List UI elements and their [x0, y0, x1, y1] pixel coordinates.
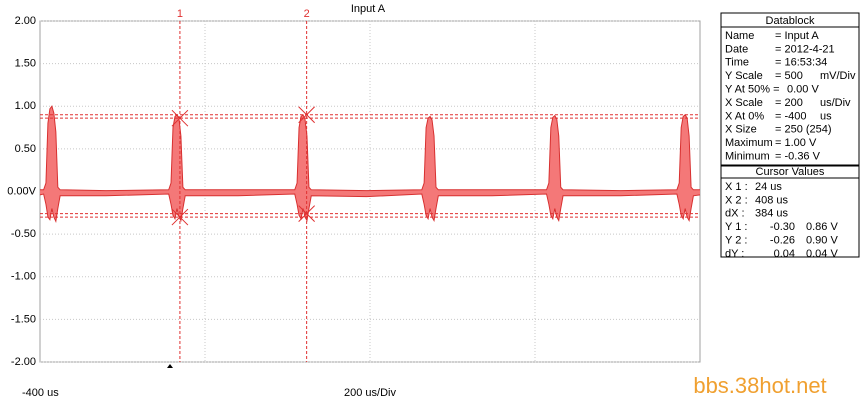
panel-title: Cursor Values [756, 166, 825, 178]
panel-key: Minimum [725, 151, 770, 163]
panel-value: = 200 [775, 97, 803, 109]
panel-value: = 2012-4-21 [775, 43, 835, 55]
panel-value: = Input A [775, 30, 819, 42]
panel-value: 24 us [755, 181, 782, 193]
x-axis-label: 200 us/Div [344, 387, 396, 399]
panel-value: = -0.36 V [775, 151, 821, 163]
y-tick-label: 2.00 [15, 15, 36, 27]
panel-key: Y Scale [725, 70, 763, 82]
y-tick-label: 0.50 [15, 143, 36, 155]
panel-value: = 500 [775, 70, 803, 82]
datablock-box [720, 12, 860, 166]
panel-key: Maximum [725, 137, 773, 149]
cursor-cross [298, 205, 315, 223]
waveform-fill [40, 106, 700, 222]
panel-value: = 1.00 V [775, 137, 817, 149]
panel-value: 408 us [755, 194, 789, 206]
y-tick-label: 1.50 [15, 58, 36, 70]
panel-key: X 1 : [725, 181, 748, 193]
panel-value: -0.30 [770, 221, 795, 233]
cursor-box [720, 165, 860, 258]
panel-title: Datablock [766, 15, 815, 27]
y-tick-label: -0.50 [11, 228, 36, 240]
panel-value: 0.04 V [806, 248, 838, 260]
panel-key: dY : [725, 248, 744, 260]
chart-title: Input A [351, 3, 386, 15]
panel-value: 0.90 V [806, 235, 838, 247]
panel-key: Time [725, 57, 749, 69]
panel-unit: mV/Div [820, 70, 856, 82]
x-start-label: -400 us [22, 387, 59, 399]
cursor-marker [167, 364, 173, 368]
panel-key: Y 2 : [725, 235, 747, 247]
y-tick-label: 1.00 [15, 100, 36, 112]
panel-value: -0.26 [770, 235, 795, 247]
panel-value: 0.04 [774, 248, 795, 260]
waveform-line [40, 105, 700, 192]
cursor-cross [171, 208, 189, 226]
panel-value: = 16:53:34 [775, 57, 827, 69]
panel-key: Date [725, 43, 748, 55]
watermark: bbs.38hot.net [693, 373, 826, 398]
cursor-cross [298, 106, 315, 124]
panel-key: Name [725, 30, 754, 42]
panel-key: X At 0% [725, 110, 764, 122]
panel-key: dX : [725, 208, 745, 220]
y-tick-label: -1.00 [11, 271, 36, 283]
panel-key: X Scale [725, 97, 763, 109]
y-tick-label: -2.00 [11, 356, 36, 368]
panel-value: 0.86 V [806, 221, 838, 233]
y-tick-label: -1.50 [11, 313, 36, 325]
panel-key: X Size [725, 124, 757, 136]
cursor-label: 1 [177, 8, 183, 20]
panel-unit: us/Div [820, 97, 851, 109]
waveform-line [39, 193, 701, 224]
panel-value: = 250 (254) [775, 124, 832, 136]
cursor-cross [171, 109, 189, 127]
panel-value: 384 us [755, 208, 789, 220]
cursor-label: 2 [304, 8, 310, 20]
panel-unit: us [820, 110, 832, 122]
panel-key: X 2 : [725, 194, 748, 206]
y-tick-label: 0.00V [7, 185, 36, 197]
panel-key: Y At 50% = [725, 84, 780, 96]
panel-value: 0.00 V [787, 84, 819, 96]
panel-key: Y 1 : [725, 221, 747, 233]
panel-value: = -400 [775, 110, 807, 122]
